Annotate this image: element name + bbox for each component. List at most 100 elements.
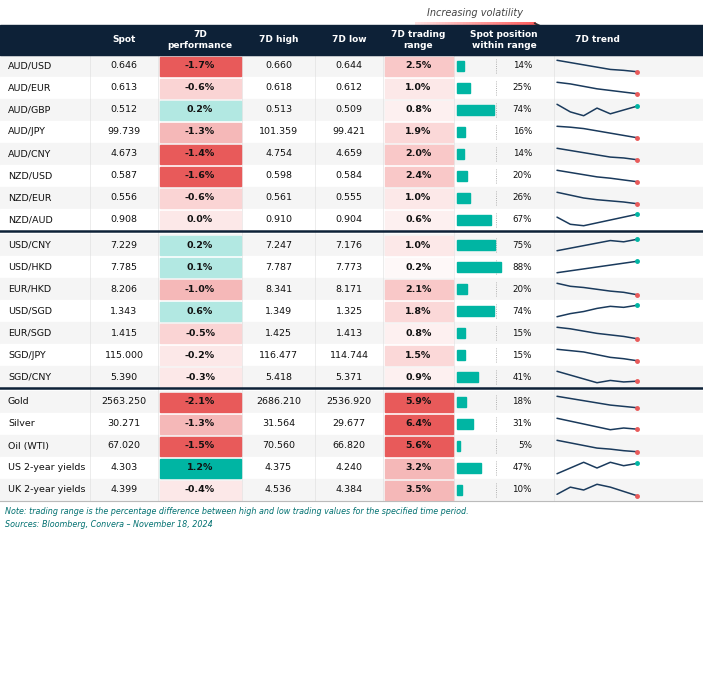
Text: 14%: 14% <box>512 62 532 70</box>
Text: 5.371: 5.371 <box>335 373 363 382</box>
Text: 4.399: 4.399 <box>110 486 138 495</box>
Text: 2686.210: 2686.210 <box>256 397 301 406</box>
Text: 0.6%: 0.6% <box>187 306 213 315</box>
Text: USD/CNY: USD/CNY <box>8 241 51 250</box>
Text: 114.744: 114.744 <box>330 350 368 360</box>
Bar <box>457 215 491 225</box>
Bar <box>0 322 703 344</box>
Bar <box>0 413 703 435</box>
Text: Silver: Silver <box>8 419 34 428</box>
Text: 7D low: 7D low <box>332 36 366 44</box>
Text: 4.673: 4.673 <box>110 150 138 159</box>
Bar <box>385 345 453 365</box>
Bar <box>385 415 453 434</box>
Text: 15%: 15% <box>512 350 532 360</box>
Text: 99.739: 99.739 <box>108 127 141 137</box>
Text: EUR/HKD: EUR/HKD <box>8 285 51 293</box>
Bar <box>457 83 470 93</box>
Text: 0.509: 0.509 <box>335 105 363 114</box>
Bar <box>160 480 240 499</box>
Text: -0.3%: -0.3% <box>185 373 215 382</box>
Text: 0.512: 0.512 <box>110 105 138 114</box>
Bar <box>487 22 491 30</box>
Text: AUD/CNY: AUD/CNY <box>8 150 51 159</box>
Text: 67%: 67% <box>512 215 532 224</box>
Text: Oil (WTI): Oil (WTI) <box>8 441 49 451</box>
Text: -1.5%: -1.5% <box>185 441 215 451</box>
Bar <box>457 462 480 473</box>
Text: 20%: 20% <box>512 172 532 181</box>
Text: 10%: 10% <box>512 486 532 495</box>
Bar <box>160 79 240 98</box>
Bar <box>160 367 240 386</box>
Text: 0.8%: 0.8% <box>406 328 432 337</box>
Text: 0.598: 0.598 <box>265 172 292 181</box>
Text: Note: trading range is the percentage difference between high and low trading va: Note: trading range is the percentage di… <box>5 507 469 516</box>
Bar <box>160 415 240 434</box>
Bar <box>160 57 240 75</box>
Text: 0.584: 0.584 <box>335 172 363 181</box>
Bar <box>490 22 494 30</box>
Bar <box>457 371 477 382</box>
Text: 2.0%: 2.0% <box>406 150 432 159</box>
Bar <box>499 22 503 30</box>
Bar <box>430 22 434 30</box>
Text: -0.6%: -0.6% <box>185 83 215 92</box>
Bar <box>475 22 479 30</box>
Text: 0.561: 0.561 <box>265 194 292 202</box>
Text: 88%: 88% <box>512 263 532 272</box>
Text: 2.5%: 2.5% <box>406 62 432 70</box>
Bar <box>457 284 467 294</box>
Text: Increasing volatility: Increasing volatility <box>427 8 523 18</box>
Text: 0.1%: 0.1% <box>187 263 213 272</box>
Bar <box>0 256 703 278</box>
Bar <box>385 101 453 120</box>
Text: SGD/JPY: SGD/JPY <box>8 350 46 360</box>
Bar <box>433 22 437 30</box>
Text: 7.785: 7.785 <box>110 263 138 272</box>
Text: 0.513: 0.513 <box>265 105 292 114</box>
Text: 0.618: 0.618 <box>265 83 292 92</box>
Bar <box>457 61 464 71</box>
Text: 2.4%: 2.4% <box>406 172 432 181</box>
Bar <box>0 435 703 457</box>
Text: 7.247: 7.247 <box>265 241 292 250</box>
Bar <box>427 22 430 30</box>
Text: 115.000: 115.000 <box>105 350 143 360</box>
Bar <box>0 25 703 55</box>
Text: 0.646: 0.646 <box>110 62 138 70</box>
Bar <box>481 22 484 30</box>
Text: 4.375: 4.375 <box>265 464 292 473</box>
Text: 4.240: 4.240 <box>335 464 363 473</box>
Text: 26%: 26% <box>512 194 532 202</box>
Text: 7.176: 7.176 <box>335 241 363 250</box>
Text: 101.359: 101.359 <box>259 127 298 137</box>
Text: 3.5%: 3.5% <box>406 486 432 495</box>
Bar <box>385 257 453 276</box>
Bar <box>385 189 453 207</box>
Text: 0.644: 0.644 <box>335 62 363 70</box>
Text: 0.904: 0.904 <box>335 215 363 224</box>
Bar <box>451 22 455 30</box>
Bar <box>454 22 458 30</box>
Bar <box>457 262 501 272</box>
Text: 0.613: 0.613 <box>110 83 138 92</box>
Bar <box>478 22 482 30</box>
Text: 2563.250: 2563.250 <box>101 397 146 406</box>
Bar <box>160 324 240 343</box>
Text: NZD/USD: NZD/USD <box>8 172 52 181</box>
Text: 29.677: 29.677 <box>333 419 366 428</box>
Bar <box>160 144 240 163</box>
Text: AUD/GBP: AUD/GBP <box>8 105 51 114</box>
Text: 20%: 20% <box>512 285 532 293</box>
Bar <box>160 211 240 230</box>
Text: 16%: 16% <box>512 127 532 137</box>
Bar <box>385 324 453 343</box>
Text: -0.6%: -0.6% <box>185 194 215 202</box>
Text: 70.560: 70.560 <box>262 441 295 451</box>
Bar <box>457 328 465 339</box>
Bar <box>0 143 703 165</box>
Text: 99.421: 99.421 <box>333 127 366 137</box>
Bar <box>160 189 240 207</box>
Bar <box>0 209 703 231</box>
